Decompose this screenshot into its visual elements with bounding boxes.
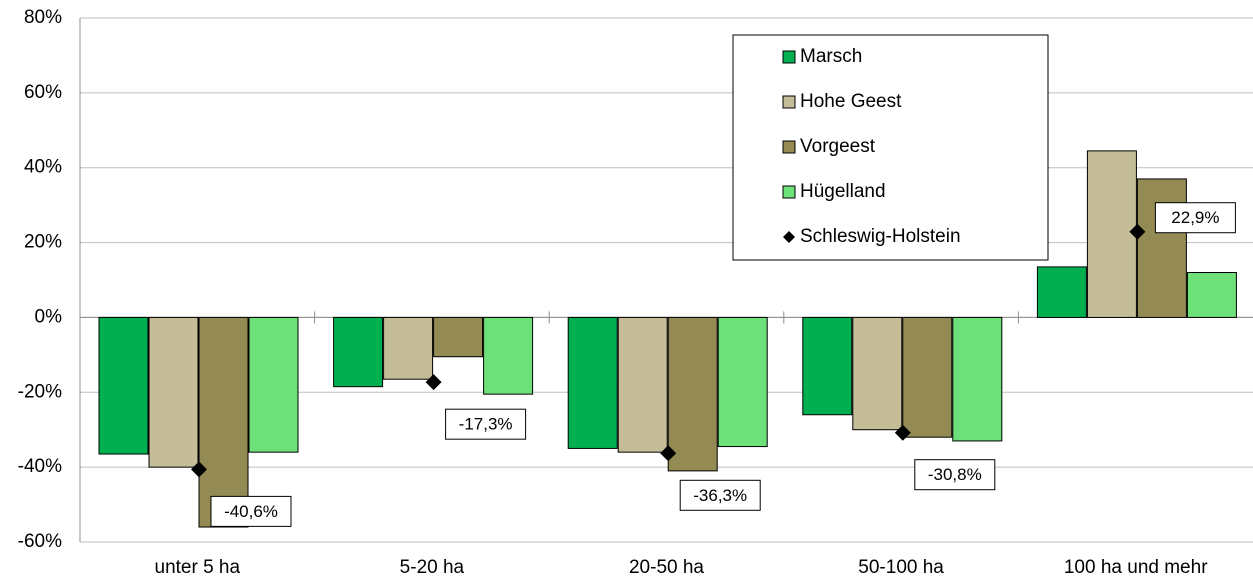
data-label: -17,3% <box>459 415 513 434</box>
legend-marker <box>783 231 795 243</box>
bar <box>333 316 384 388</box>
bar <box>1086 150 1137 318</box>
bar <box>1036 266 1087 318</box>
marker <box>1129 223 1146 240</box>
bar <box>902 316 953 438</box>
data-label: 22,9% <box>1171 208 1219 227</box>
bar <box>802 316 853 416</box>
bar <box>1186 272 1237 318</box>
legend-label: Hügelland <box>800 181 886 202</box>
x-tick-label: 20-50 ha <box>629 557 704 578</box>
legend-label: Marsch <box>800 46 862 67</box>
legend-swatch <box>782 50 796 64</box>
y-tick-label: 80% <box>24 7 62 28</box>
bar <box>567 316 618 449</box>
bar <box>1136 178 1187 318</box>
data-label-box <box>1154 202 1236 234</box>
x-tick-label: 5-20 ha <box>400 557 465 578</box>
y-tick-label: -20% <box>18 381 62 402</box>
bar <box>383 316 434 380</box>
bar <box>98 316 149 455</box>
x-tick-label: 100 ha und mehr <box>1064 557 1208 578</box>
bar <box>617 316 668 453</box>
legend-swatch <box>782 95 796 109</box>
legend-swatch <box>782 140 796 154</box>
bar <box>198 316 249 528</box>
data-label-box <box>445 408 527 440</box>
y-tick-label: -40% <box>18 456 62 477</box>
bar <box>667 316 718 472</box>
marker <box>191 461 207 478</box>
bar <box>483 316 534 395</box>
y-tick-label: 60% <box>24 82 62 103</box>
data-label: -30,8% <box>928 465 982 484</box>
legend-swatch <box>782 185 796 199</box>
x-tick-label: 50-100 ha <box>858 557 944 578</box>
data-label-box <box>914 459 996 491</box>
marker <box>425 374 442 391</box>
legend-label: Vorgeest <box>800 136 876 157</box>
legend-label: Hohe Geest <box>800 91 902 112</box>
x-tick-label: unter 5 ha <box>155 557 241 578</box>
bar <box>717 316 768 448</box>
marker <box>660 445 677 462</box>
data-label: -40,6% <box>224 502 278 521</box>
y-tick-label: 40% <box>24 157 62 178</box>
bar <box>852 316 903 431</box>
bar <box>248 316 299 453</box>
bar <box>148 316 199 468</box>
data-label-box <box>679 479 761 511</box>
bar <box>952 316 1003 442</box>
marker <box>894 424 911 441</box>
bar <box>433 316 484 358</box>
data-label: -36,3% <box>693 486 747 505</box>
y-tick-label: 20% <box>24 232 62 253</box>
data-label-box <box>210 495 292 527</box>
y-tick-label: -60% <box>18 531 62 552</box>
legend-label: Schleswig-Holstein <box>800 226 961 247</box>
y-tick-label: 0% <box>35 306 63 327</box>
